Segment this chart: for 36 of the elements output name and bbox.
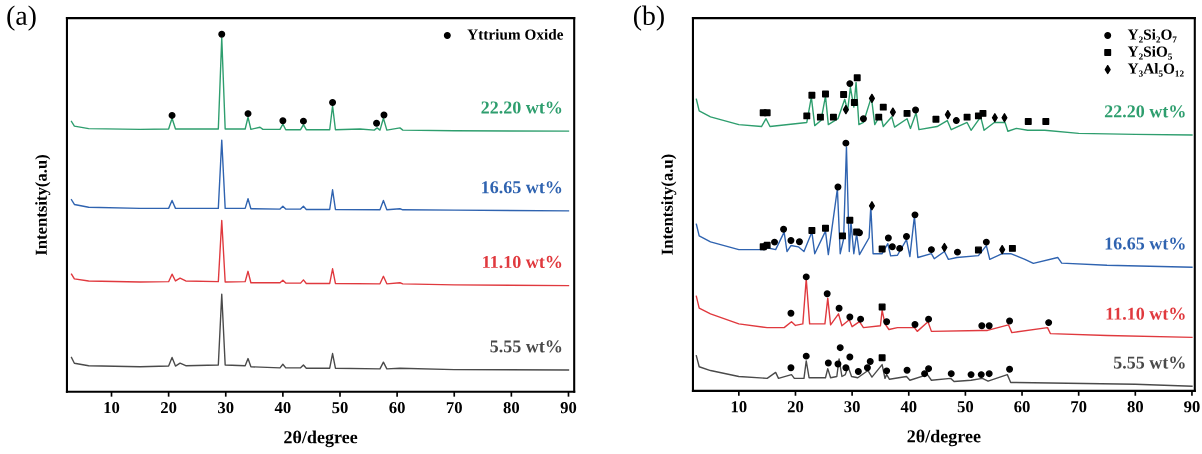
x-tick-label: 40 [900,401,917,413]
x-tick-label: 30 [218,402,234,414]
x-tick-label: 10 [104,402,120,414]
x-tick-label: 20 [787,401,804,413]
legend-label: Y₂Si₂O₇ [1127,28,1177,43]
x-tick-label: 50 [332,402,348,414]
x-axis-title: 2θ/degree [907,429,981,447]
x-tick-label: 30 [844,401,860,413]
series-label: 5.55 wt% [1113,356,1185,369]
x-tick-label: 10 [731,401,747,413]
text: (b) [633,5,664,31]
x-tick-label: 90 [1184,401,1200,413]
series-label: 22.20 wt% [481,101,562,114]
series-label: 22.20 wt% [1104,105,1185,118]
x-tick-label: 80 [503,402,520,414]
x-tick-label: 70 [446,402,462,414]
x-axis-title: 2θ/degree [284,430,358,448]
x-tick-label: 20 [161,402,177,414]
x-tick-label: 60 [1014,401,1030,413]
x-tick-label: 60 [389,402,405,414]
x-tick-label: 70 [1071,401,1087,413]
legend-label: Y₂SiO₅ [1127,45,1173,60]
series-label: 11.10 wt% [1106,307,1185,320]
series-label: 11.10 wt% [483,255,562,269]
text: (a) [7,5,36,31]
series-label: 16.65 wt% [482,181,562,194]
x-tick-label: 40 [274,402,291,414]
x-tick-label: 50 [957,401,974,413]
y-axis-title: Intentsity(a.u) [661,154,677,255]
series-label: 5.55 wt% [490,340,562,353]
x-tick-label: 80 [1127,401,1144,413]
x-tick-label: 90 [560,402,577,414]
y-axis-title: Intentsity(a.u) [35,155,51,256]
legend-label: Yttrium Oxide [467,28,564,40]
series-label: 16.65 wt% [1105,237,1185,250]
legend-label: Y₃Al₅O₁₂ [1127,62,1184,77]
